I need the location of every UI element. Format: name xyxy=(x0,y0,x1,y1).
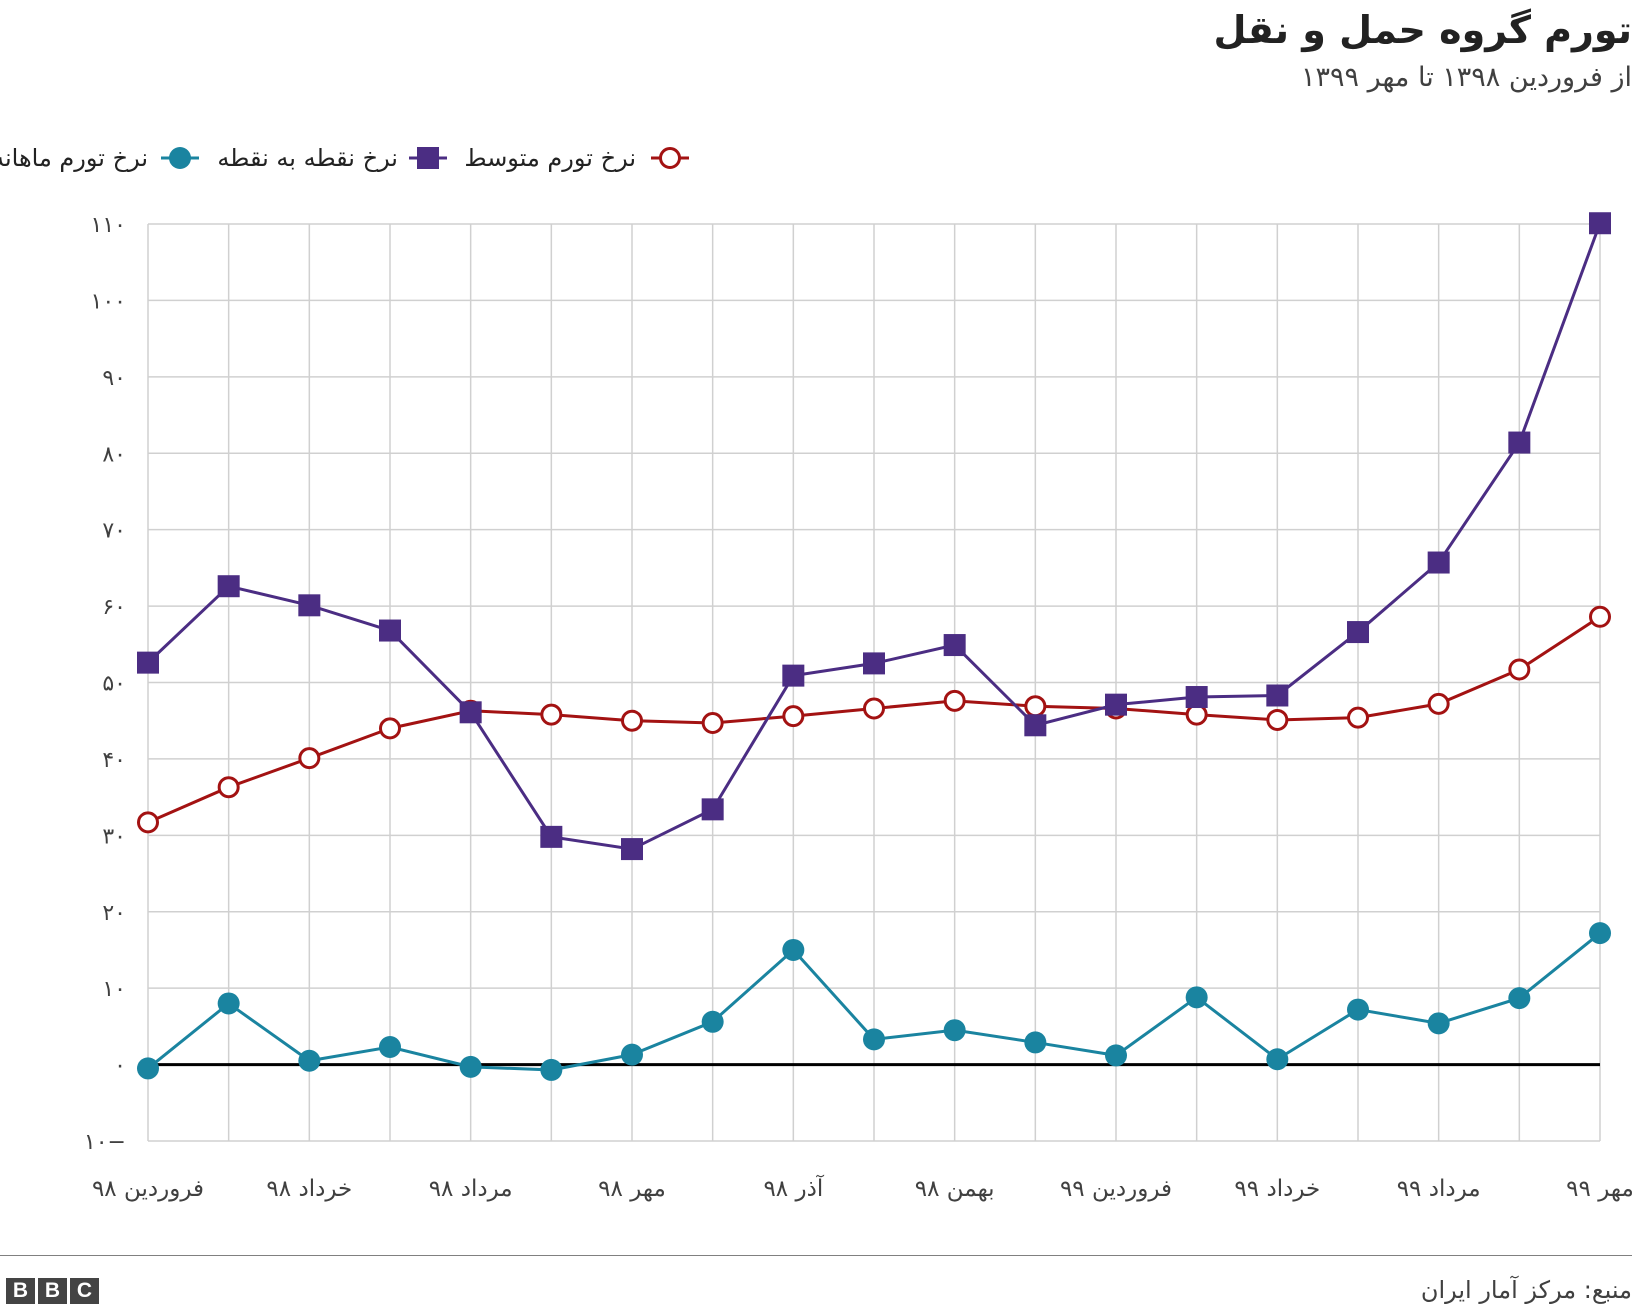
point-marker xyxy=(943,1019,966,1042)
x-tick-label: بهمن ۹۸ xyxy=(915,1176,995,1202)
point-marker xyxy=(1589,605,1611,628)
x-tick-label: مرداد ۹۹ xyxy=(1397,1176,1481,1202)
legend-marker xyxy=(169,147,191,169)
point-marker xyxy=(298,594,321,617)
point-marker xyxy=(298,747,321,770)
point-marker xyxy=(217,992,240,1015)
point-marker xyxy=(1347,706,1369,729)
point-marker xyxy=(1508,987,1531,1010)
point-marker xyxy=(782,705,805,728)
point-marker xyxy=(379,1036,401,1059)
y-tick-label: ۱۰۰ xyxy=(91,289,126,314)
point-marker xyxy=(1105,1044,1127,1067)
line-chart: نرخ تورم ماهانه نرخ نقطه به نقطه نرخ تورم … xyxy=(0,144,1632,1202)
y-tick-label: ۶۰ xyxy=(102,595,126,620)
y-tick-label: ۵۰ xyxy=(102,672,126,697)
point-marker xyxy=(379,717,401,740)
point-marker xyxy=(621,1043,643,1066)
bbc-logo-letter-b2: B xyxy=(38,1278,67,1304)
legend: نرخ تورم ماهانه نرخ نقطه به نقطه نرخ تورم … xyxy=(0,144,689,172)
point-marker xyxy=(1347,998,1369,1021)
point-marker xyxy=(1589,922,1611,945)
y-tick-label: ۷۰ xyxy=(102,519,126,544)
legend-marker xyxy=(659,147,681,169)
point-marker xyxy=(1589,212,1611,235)
point-marker xyxy=(379,619,401,642)
y-tick-label: ۰ xyxy=(114,1054,126,1079)
y-tick-label: ۹۰ xyxy=(102,366,126,391)
bbc-logo-letter-c: C xyxy=(70,1278,99,1304)
legend-marker xyxy=(417,147,439,169)
point-marker xyxy=(1508,658,1531,681)
y-tick-label: ۱۰− xyxy=(84,1130,126,1155)
x-tick-label: مهر ۹۸ xyxy=(598,1176,666,1202)
y-tick-label: ۴۰ xyxy=(102,748,126,773)
point-marker xyxy=(1266,708,1289,731)
point-marker xyxy=(1266,684,1289,707)
y-tick-label: ۲۰ xyxy=(102,901,126,926)
point-marker xyxy=(782,664,805,687)
point-marker xyxy=(1024,695,1047,718)
point-marker xyxy=(137,811,159,834)
point-marker xyxy=(459,701,482,724)
x-tick-label: آذر ۹۸ xyxy=(763,1174,824,1202)
bbc-logo-letter-b1: B xyxy=(6,1278,35,1304)
legend-label: نرخ تورم متوسط xyxy=(464,144,636,172)
legend-label: نرخ نقطه به نقطه xyxy=(217,144,398,172)
point-marker xyxy=(701,712,724,735)
point-marker xyxy=(1508,431,1531,454)
point-marker xyxy=(1347,621,1369,644)
point-marker xyxy=(943,689,966,712)
point-marker xyxy=(1024,714,1047,737)
x-axis: فروردین ۹۸ خرداد ۹۸ مرداد ۹۸ مهر ۹۸ آذر ۹۸ به… xyxy=(92,1174,1632,1202)
x-tick-label: مرداد ۹۸ xyxy=(429,1176,513,1202)
point-marker xyxy=(137,651,159,674)
point-marker xyxy=(459,1055,482,1078)
point-marker xyxy=(137,1057,159,1080)
point-marker xyxy=(701,1010,724,1033)
point-marker xyxy=(863,652,885,675)
point-marker xyxy=(863,1028,885,1051)
point-marker xyxy=(1185,686,1208,709)
grid-lines xyxy=(147,223,1601,1142)
point-marker xyxy=(1427,551,1450,574)
chart-subtitle: از فروردین ۱۳۹۸ تا مهر ۱۳۹۹ xyxy=(1300,62,1632,93)
legend-label: نرخ تورم ماهانه xyxy=(0,144,148,172)
bbc-logo: B B C xyxy=(6,1278,99,1304)
point-marker xyxy=(1024,1031,1047,1054)
y-tick-label: ۱۰ xyxy=(102,977,126,1002)
chart-title: تورم گروه حمل و نقل xyxy=(1213,8,1632,52)
point-marker xyxy=(217,575,240,598)
y-tick-label: ۳۰ xyxy=(102,824,126,849)
point-marker xyxy=(540,825,563,848)
source-note: منبع: مرکز آمار ایران xyxy=(1420,1276,1632,1304)
point-marker xyxy=(1427,1012,1450,1035)
point-marker xyxy=(298,1049,321,1072)
point-marker xyxy=(621,709,643,732)
point-marker xyxy=(1185,986,1208,1009)
x-tick-label: خرداد ۹۸ xyxy=(266,1176,352,1202)
point-marker xyxy=(540,1058,563,1081)
y-axis: ۱۰− ۰ ۱۰ ۲۰ ۳۰ ۴۰ ۵۰ ۶۰ ۷۰ ۸۰ ۹۰ ۱۰۰ ۱۱۰ xyxy=(84,213,126,1155)
footer-divider xyxy=(0,1255,1632,1256)
x-tick-label: فروردین ۹۹ xyxy=(1060,1176,1172,1202)
point-marker xyxy=(1105,693,1127,716)
point-marker xyxy=(540,703,563,726)
point-marker xyxy=(217,776,240,799)
point-marker xyxy=(943,634,966,657)
series-layer xyxy=(137,212,1611,1081)
point-marker xyxy=(863,697,885,720)
point-marker xyxy=(621,838,643,861)
y-tick-label: ۸۰ xyxy=(102,442,126,467)
x-tick-label: خرداد ۹۹ xyxy=(1234,1176,1320,1202)
point-marker xyxy=(782,938,805,961)
point-marker xyxy=(701,798,724,821)
y-tick-label: ۱۱۰ xyxy=(91,213,126,238)
x-tick-label: مهر ۹۹ xyxy=(1566,1176,1632,1202)
x-tick-label: فروردین ۹۸ xyxy=(92,1176,204,1202)
point-marker xyxy=(1427,692,1450,715)
point-marker xyxy=(1266,1048,1289,1071)
